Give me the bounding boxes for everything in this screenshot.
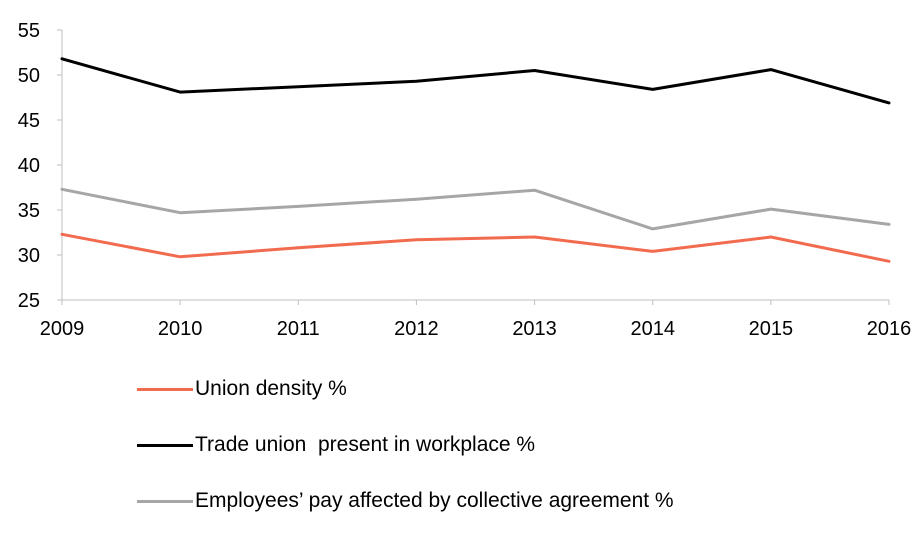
chart-axes bbox=[57, 29, 890, 305]
legend-label-trade-union-present: Trade union present in workplace % bbox=[195, 433, 536, 456]
series-line-1 bbox=[60, 57, 891, 105]
series-line-2 bbox=[60, 187, 891, 231]
legend-label-collective-agreement: Employees’ pay affected by collective ag… bbox=[195, 489, 674, 512]
legend-swatch-union-density bbox=[137, 387, 193, 391]
x-tick-label: 2014 bbox=[630, 318, 675, 340]
x-tick-label: 2016 bbox=[867, 318, 912, 340]
chart-series bbox=[60, 57, 891, 263]
y-tick-label: 50 bbox=[18, 65, 40, 87]
y-tick-label: 25 bbox=[18, 290, 40, 312]
x-tick-label: 2010 bbox=[158, 318, 203, 340]
chart-legend: Union density % Trade union present in w… bbox=[137, 376, 857, 544]
series-line-0 bbox=[60, 232, 891, 263]
legend-swatch-collective-agreement bbox=[137, 499, 193, 503]
x-axis-tick-labels: 2009 2010 2011 2012 2013 2014 2015 2016 bbox=[40, 318, 912, 340]
x-tick-label: 2011 bbox=[277, 318, 320, 340]
legend-item-trade-union-present: Trade union present in workplace % bbox=[137, 432, 857, 458]
y-tick-label: 45 bbox=[18, 110, 40, 132]
legend-label-union-density: Union density % bbox=[195, 377, 347, 400]
x-tick-label: 2009 bbox=[40, 318, 85, 340]
y-tick-label: 30 bbox=[18, 245, 40, 267]
x-tick-label: 2015 bbox=[749, 318, 794, 340]
y-tick-label: 40 bbox=[18, 155, 40, 177]
x-tick-label: 2013 bbox=[512, 318, 557, 340]
legend-item-collective-agreement: Employees’ pay affected by collective ag… bbox=[137, 488, 857, 514]
y-tick-label: 55 bbox=[18, 20, 40, 42]
legend-swatch-trade-union-present bbox=[137, 443, 193, 447]
legend-item-union-density: Union density % bbox=[137, 376, 857, 402]
y-axis-tick-labels: 25 30 35 40 45 50 55 bbox=[18, 20, 40, 312]
y-tick-label: 35 bbox=[18, 200, 40, 222]
x-tick-label: 2012 bbox=[394, 318, 439, 340]
